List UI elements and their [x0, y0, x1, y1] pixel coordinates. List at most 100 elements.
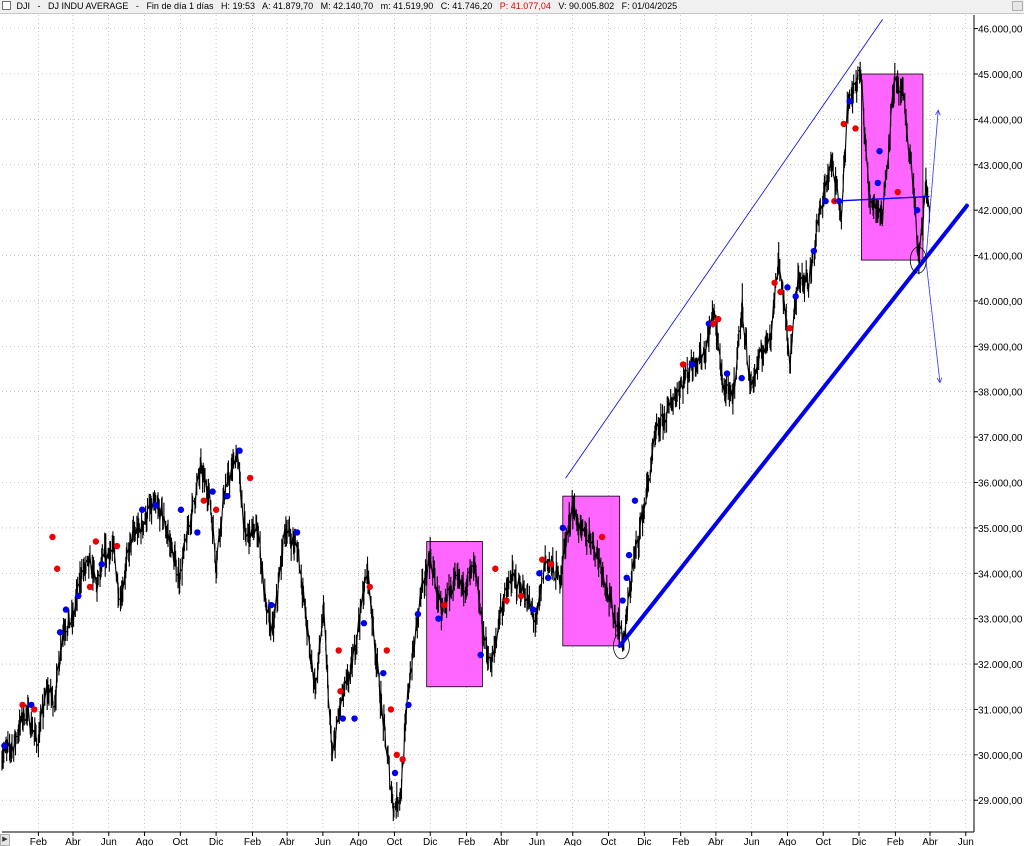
buy-signal-dot	[360, 620, 368, 627]
buy-signal-dot	[391, 769, 399, 777]
sell-signal-dot	[894, 188, 901, 196]
x-tick-label: Ago	[564, 837, 582, 846]
buy-signal-dot	[619, 597, 626, 604]
chart-grid	[2, 15, 974, 832]
x-tick-label: Ago	[136, 837, 154, 846]
trendline	[565, 19, 883, 479]
buy-signal-dot	[477, 651, 484, 659]
sell-signal-dot	[852, 125, 859, 132]
x-tick-label: Feb	[458, 837, 476, 846]
x-tick-label: Dic	[852, 837, 866, 846]
buy-signal-dot	[194, 529, 201, 536]
buy-signal-dot	[339, 715, 347, 722]
sell-signal-dot	[387, 706, 395, 713]
sell-signal-dot	[383, 647, 391, 654]
trendlines	[565, 19, 969, 660]
sell-signal-dot	[503, 597, 510, 604]
sell-signal-dot	[786, 324, 794, 332]
header-checkbox[interactable]	[2, 1, 11, 10]
header-corner-button[interactable]	[1012, 1, 1023, 11]
x-tick-label: Feb	[30, 837, 48, 846]
sell-signal-dot	[92, 538, 100, 545]
buy-signal-dot	[268, 601, 275, 609]
header-separator: -	[37, 1, 41, 11]
chart-header-bar: DJI - DJ INDU AVERAGE - Fin de día 1 día…	[0, 0, 1024, 14]
y-tick-label: 31.000,00	[978, 705, 1023, 716]
buy-signal-dot	[688, 361, 696, 368]
x-tick-label: Jun	[958, 837, 974, 846]
y-tick-label: 29.000,00	[978, 796, 1023, 807]
buy-signal-dot	[351, 715, 358, 722]
x-tick-label: Feb	[672, 837, 690, 846]
axes: 29.000,00 30.000,00 31.000,00 32.000,00 33.0…	[2, 15, 1023, 846]
y-tick-label: 32.000,00	[978, 660, 1023, 671]
buy-signal-dot	[236, 447, 243, 454]
buy-signal-dot	[28, 701, 35, 709]
buy-signal-dot	[738, 374, 745, 382]
x-tick-label: Feb	[887, 837, 905, 846]
buy-signal-dot	[56, 629, 64, 636]
x-tick-label: Abr	[493, 837, 509, 846]
y-tick-label: 46.000,00	[978, 25, 1023, 36]
stock-chart: 29.000,00 30.000,00 31.000,00 32.000,00 33.0…	[1, 15, 1023, 846]
projection-arrow	[925, 110, 938, 261]
buy-signal-dot	[536, 570, 543, 577]
pivot-circle	[613, 632, 630, 660]
header-symbol: DJI	[16, 1, 31, 11]
x-tick-label: Abr	[922, 837, 938, 846]
y-tick-label: 42.000,00	[978, 206, 1023, 217]
trendline	[617, 203, 969, 648]
y-tick-label: 33.000,00	[978, 615, 1023, 626]
buy-signal-dot	[792, 293, 799, 300]
x-tick-label: Dic	[209, 837, 223, 846]
y-tick-label: 35.000,00	[978, 524, 1023, 535]
signal-dots	[1, 98, 921, 777]
y-tick-label: 30.000,00	[978, 751, 1023, 762]
sell-signal-dot	[771, 279, 778, 286]
x-tick-label: Abr	[708, 837, 724, 846]
buy-signal-dot	[874, 179, 881, 187]
header-name: DJ INDU AVERAGE	[48, 1, 129, 11]
buy-signal-dot	[435, 615, 442, 622]
x-tick-label: Jun	[529, 837, 545, 846]
sell-signal-dot	[715, 315, 722, 323]
sell-signal-dot	[246, 474, 254, 482]
buy-signal-dot	[559, 524, 566, 532]
sell-signal-dot	[710, 320, 717, 327]
buy-signal-dot	[784, 284, 791, 291]
x-tick-label: Oct	[601, 837, 617, 846]
pivot-circle	[909, 246, 927, 274]
x-tick-label: Feb	[244, 837, 262, 846]
header-period: Fin de día 1 días	[146, 1, 214, 11]
sell-signal-dot	[399, 756, 406, 763]
price-series	[1, 61, 930, 822]
y-tick-label: 37.000,00	[978, 433, 1023, 444]
buy-signal-dot	[380, 669, 387, 677]
sell-signal-dot	[335, 647, 342, 654]
x-tick-label: Jun	[315, 837, 331, 846]
x-tick-label: Ago	[779, 837, 797, 846]
x-tick-label: Jun	[101, 837, 117, 846]
sell-signal-dot	[840, 120, 847, 128]
price-bars	[1, 61, 930, 822]
sell-signal-dot	[337, 688, 344, 695]
x-tick-label: Dic	[637, 837, 651, 846]
buy-signal-dot	[623, 574, 630, 582]
scroll-left-button[interactable]: ▶	[0, 834, 10, 846]
header-separator: -	[135, 1, 139, 11]
buy-signal-dot	[810, 247, 818, 255]
y-tick-label: 41.000,00	[978, 252, 1023, 263]
x-tick-label: Oct	[387, 837, 403, 846]
sell-signal-dot	[517, 592, 525, 600]
buy-signal-dot	[177, 506, 185, 513]
sell-signal-dot	[19, 701, 26, 709]
sell-signal-dot	[598, 533, 606, 541]
buy-signal-dot	[822, 197, 829, 205]
x-tick-label: Abr	[279, 837, 295, 846]
buy-signal-dot	[846, 98, 853, 105]
buy-signal-dot	[723, 370, 731, 377]
buy-signal-dot	[293, 529, 301, 536]
trendline	[833, 195, 930, 202]
header-high-time: H: 19:53	[221, 1, 256, 11]
sell-signal-dot	[53, 565, 61, 572]
